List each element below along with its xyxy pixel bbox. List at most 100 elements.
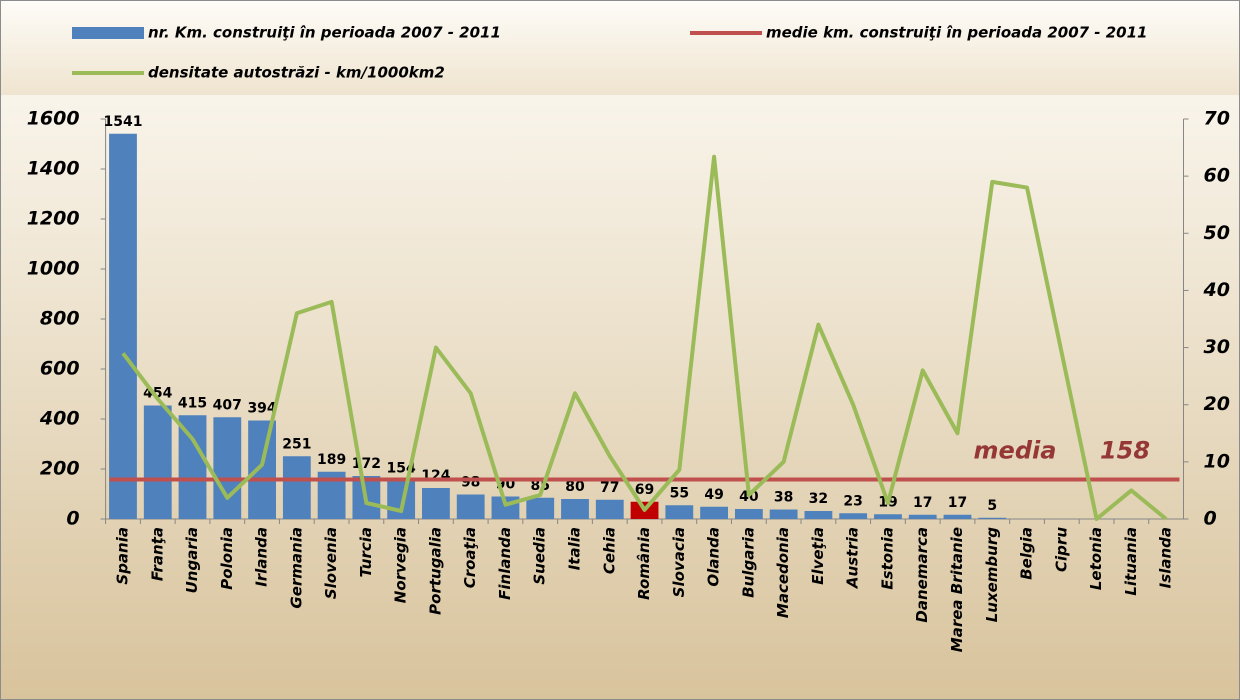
x-tick-label: Cipru <box>1052 527 1070 572</box>
y-tick-label: 400 <box>39 408 80 430</box>
y2-tick-label: 40 <box>1203 279 1230 301</box>
x-tick-label: Olanda <box>705 527 723 587</box>
x-tick-label: Slovenia <box>322 527 340 599</box>
y-tick-label: 800 <box>40 308 80 330</box>
data-label: 1541 <box>104 114 143 130</box>
x-tick-label: Portugalia <box>426 527 444 615</box>
x-tick-label: Austria <box>844 527 862 589</box>
x-tick-label: Croaţia <box>461 527 479 588</box>
data-label: 69 <box>635 482 654 498</box>
bar <box>978 517 1007 519</box>
x-tick-label: Letonia <box>1087 527 1105 590</box>
y-tick-label: 1400 <box>27 158 80 180</box>
y-tick-label: 1000 <box>27 258 80 280</box>
x-tick-label: Bulgaria <box>739 527 757 598</box>
x-tick-label: Norvegia <box>392 527 410 603</box>
data-label: 189 <box>317 452 346 468</box>
x-tick-label: Marea Britanie <box>948 527 966 652</box>
bar <box>178 415 207 519</box>
data-label: 17 <box>913 495 932 511</box>
x-tick-label: Franţa <box>148 527 166 581</box>
y2-tick-label: 70 <box>1204 108 1230 130</box>
x-tick-label: Germania <box>287 527 305 609</box>
bar <box>109 133 137 519</box>
y2-tick-label: 30 <box>1204 336 1230 358</box>
bar <box>839 513 868 519</box>
data-label: 17 <box>948 495 967 511</box>
bar <box>282 456 311 519</box>
bar <box>943 514 972 519</box>
x-tick-label: România <box>635 527 653 600</box>
x-tick-label: Slovacia <box>670 527 688 597</box>
bar <box>908 514 937 519</box>
x-tick-label: Spania <box>113 527 131 585</box>
x-tick-label: Cehia <box>600 527 618 574</box>
y-tick-label: 1200 <box>27 208 80 230</box>
x-tick-label: Luxemburg <box>983 527 1001 623</box>
x-tick-label: Polonia <box>218 527 236 590</box>
x-tick-label: Elveţia <box>809 527 827 585</box>
mean-label: 158 <box>1100 437 1150 465</box>
legend-label: medie km. construiţi în perioada 2007 - … <box>766 24 1148 42</box>
x-tick-label: Finlanda <box>496 527 514 600</box>
bar <box>456 494 485 519</box>
data-label: 77 <box>600 480 619 496</box>
x-tick-label: Ungaria <box>183 527 201 593</box>
data-label: 80 <box>565 479 585 495</box>
bar <box>700 506 729 519</box>
annotation: media <box>974 437 1057 465</box>
data-label: 32 <box>809 491 828 507</box>
x-tick-label: Lituania <box>1122 527 1140 596</box>
y-tick-label: 0 <box>66 508 79 530</box>
x-tick-label: Turcia <box>357 527 375 578</box>
bar <box>874 514 902 519</box>
bar <box>387 480 416 519</box>
data-label: 49 <box>704 487 723 503</box>
y-tick-label: 1600 <box>27 108 80 130</box>
data-label: 124 <box>421 468 450 484</box>
x-tick-label: Islanda <box>1157 527 1175 588</box>
y2-tick-label: 0 <box>1204 508 1217 530</box>
y2-tick-label: 50 <box>1204 222 1230 244</box>
bar <box>804 511 833 519</box>
bar <box>143 405 172 519</box>
x-tick-label: Danemarca <box>913 527 931 623</box>
bar <box>561 499 589 519</box>
y-tick-label: 600 <box>40 358 80 380</box>
bar <box>595 499 624 519</box>
y-tick-label: 200 <box>40 458 80 480</box>
data-label: 23 <box>843 493 862 509</box>
legend-swatch <box>72 27 144 39</box>
legend-label: densitate autostrăzi - km/1000km2 <box>148 64 445 82</box>
y2-tick-label: 20 <box>1204 393 1230 415</box>
bar <box>248 420 276 519</box>
data-label: 251 <box>282 436 311 452</box>
data-label: 5 <box>987 498 997 514</box>
data-label: 394 <box>247 401 276 417</box>
data-label: 98 <box>461 475 480 491</box>
data-label: 55 <box>670 485 689 501</box>
x-tick-label: Italia <box>566 527 584 570</box>
bar <box>213 417 242 519</box>
bar <box>665 505 694 519</box>
bar <box>769 509 798 519</box>
bar <box>422 488 450 519</box>
data-label: 40 <box>739 489 759 505</box>
data-label: 407 <box>213 397 242 413</box>
bar <box>734 509 763 519</box>
data-label: 172 <box>352 456 381 472</box>
x-tick-label: Macedonia <box>774 527 792 618</box>
y2-tick-label: 60 <box>1204 165 1230 187</box>
x-tick-label: Irlanda <box>253 527 271 587</box>
legend-area <box>1 1 1239 95</box>
bar <box>526 497 555 519</box>
density-line <box>121 154 1168 521</box>
x-tick-label: Suedia <box>531 527 549 585</box>
x-tick-label: Estonia <box>878 527 896 590</box>
y2-tick-label: 10 <box>1204 450 1230 472</box>
x-tick-label: Belgia <box>1018 527 1036 580</box>
data-label: 415 <box>178 395 207 411</box>
data-label: 38 <box>774 490 793 506</box>
